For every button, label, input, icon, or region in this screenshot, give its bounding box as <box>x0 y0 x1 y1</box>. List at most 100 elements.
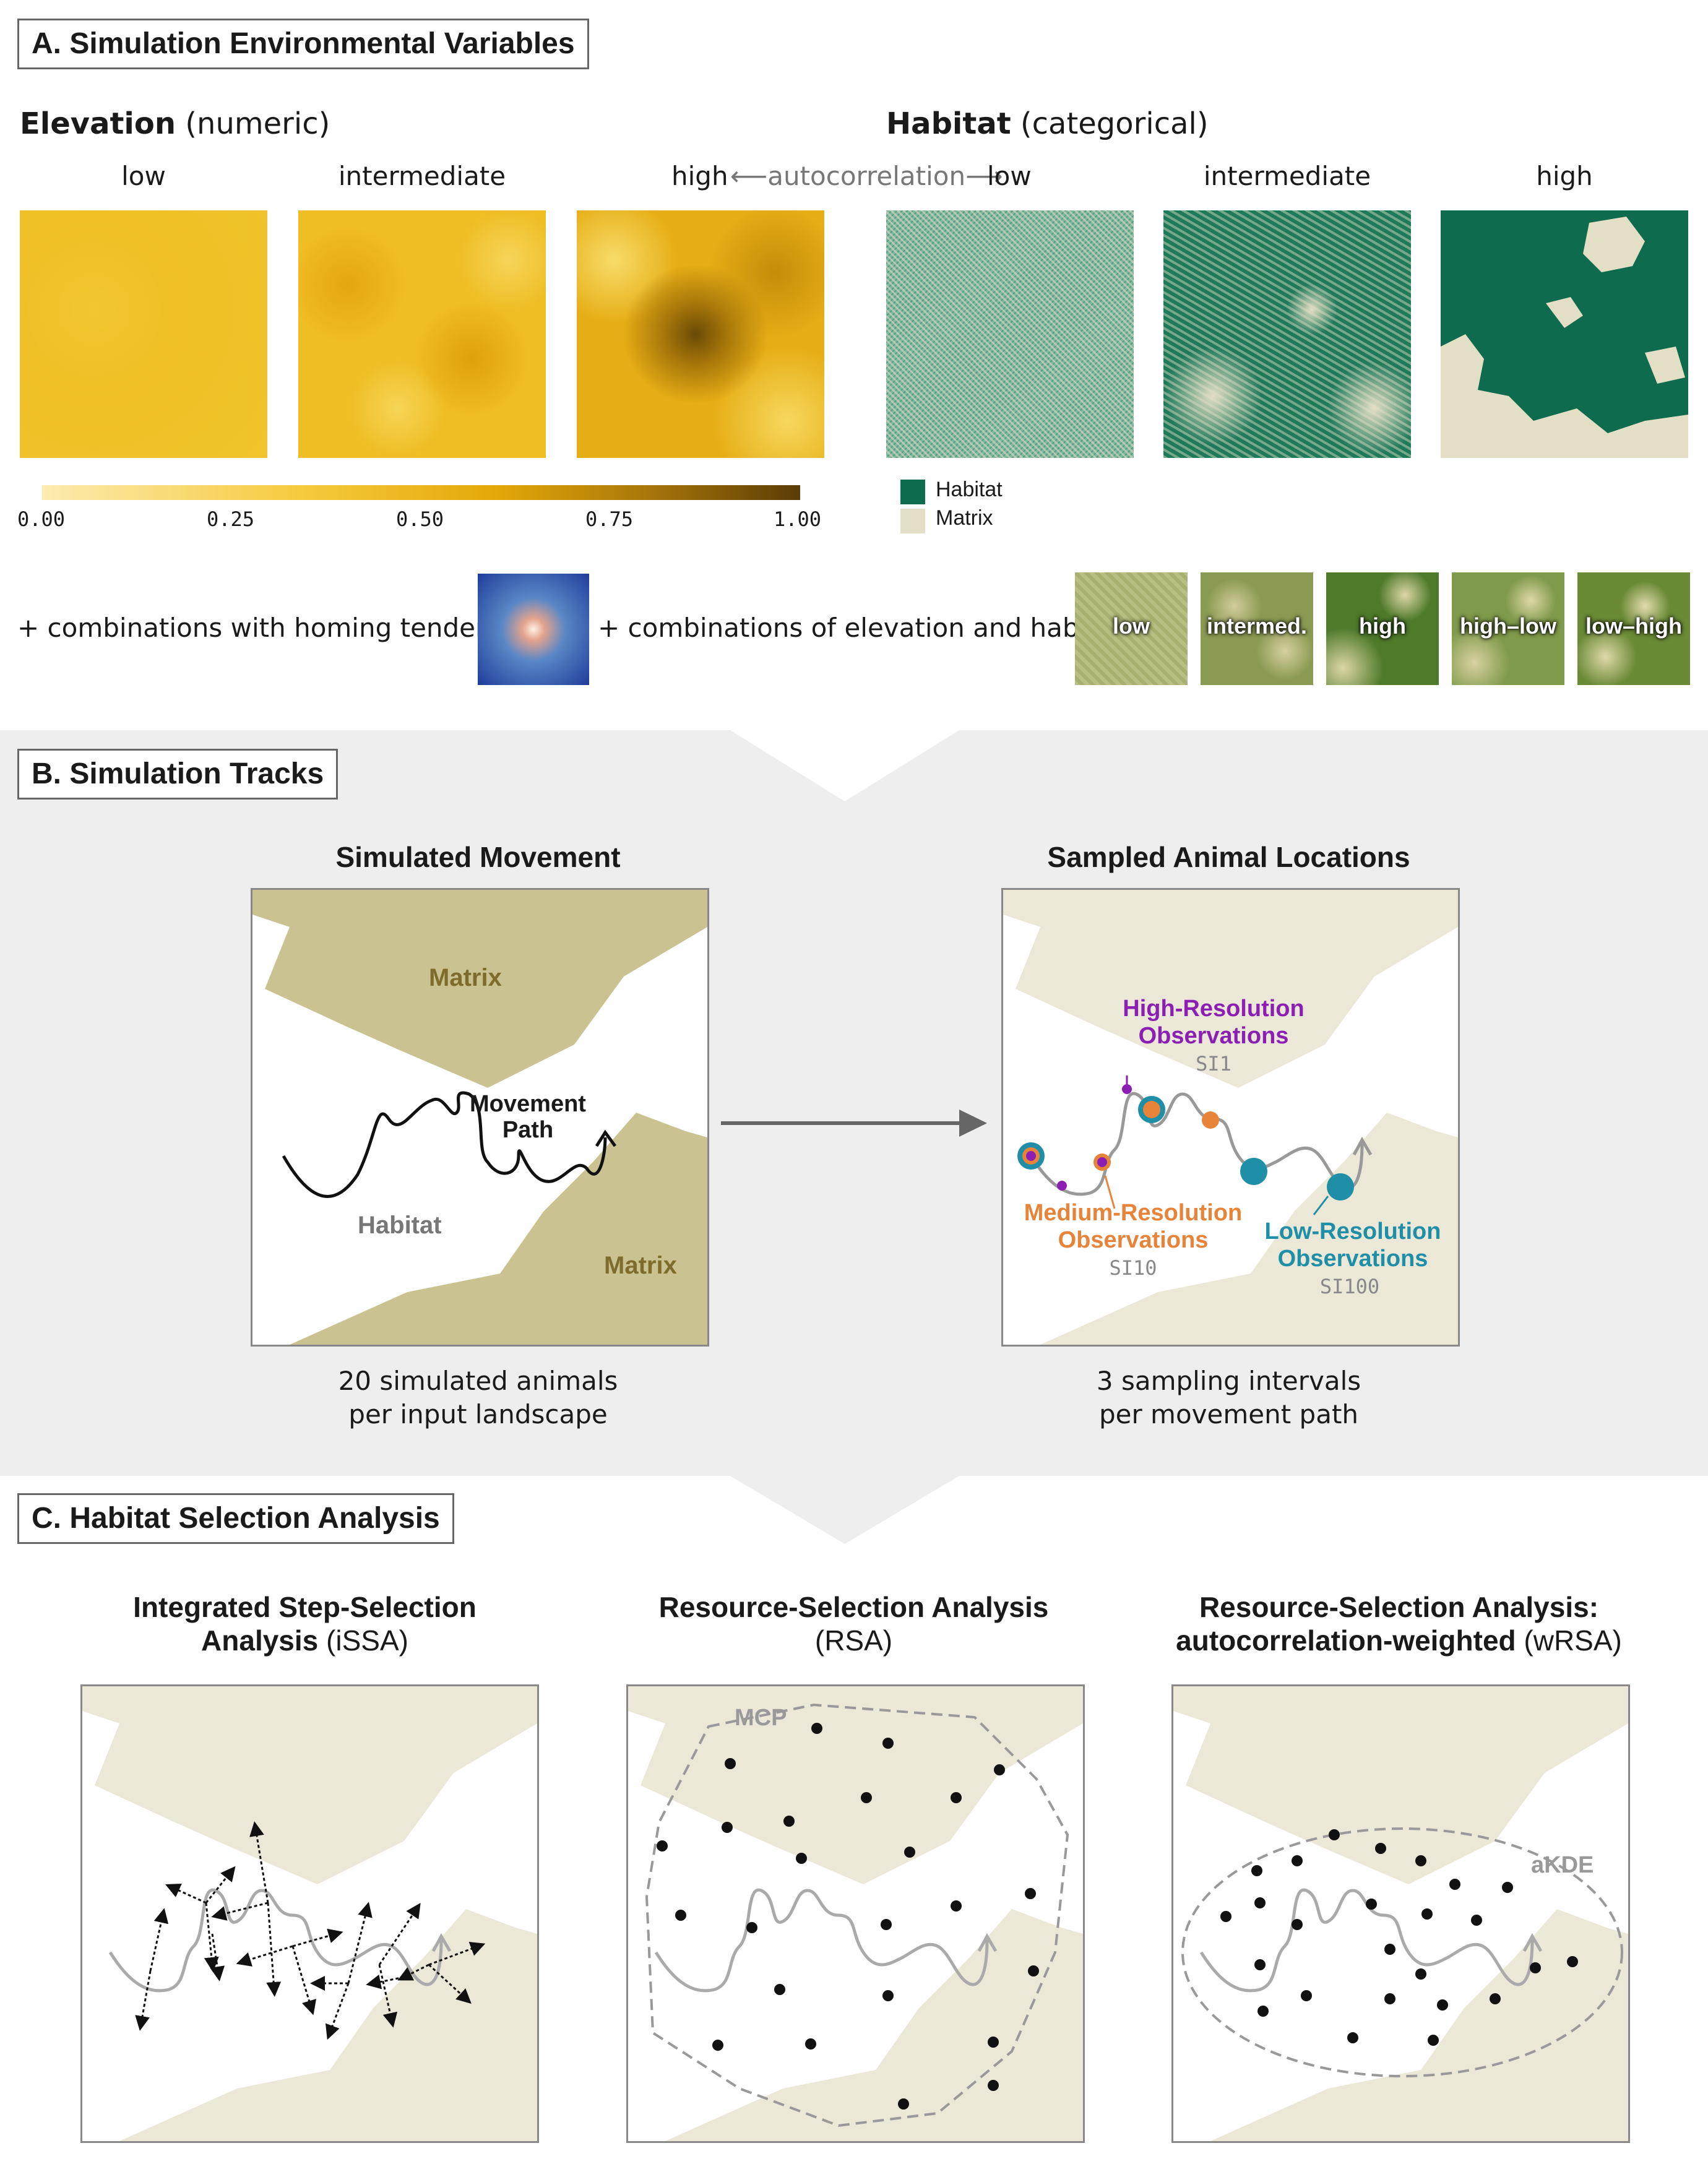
elevation-type: (numeric) <box>185 106 330 141</box>
legend-swatch-habitat <box>900 480 925 504</box>
combo-label-high-low: high–low <box>1460 613 1556 639</box>
matrix-label-top: Matrix <box>429 964 502 991</box>
colorbar-tick-1: 0.25 <box>207 507 255 531</box>
habitat-label-low: low <box>987 161 1032 191</box>
section-b-pointer <box>730 1476 959 1544</box>
colorbar-tick-4: 1.00 <box>774 507 822 531</box>
sampled-locations-map <box>1003 890 1458 1345</box>
simulated-movement-title: Simulated Movement <box>335 841 621 873</box>
combo-tile-low-high: low–high <box>1577 572 1690 685</box>
matrix-label-bottom: Matrix <box>604 1252 677 1279</box>
colorbar-tick-0: 0.00 <box>17 507 66 531</box>
section-a-title: A. Simulation Environmental Variables <box>17 19 589 69</box>
rsa-map <box>628 1686 1083 2141</box>
habitat-label-intermediate: intermediate <box>1203 161 1371 191</box>
elevation-colorbar <box>42 485 800 500</box>
simulated-movement-map <box>252 890 707 1345</box>
left-caption-line2: per input landscape <box>348 1399 608 1429</box>
legend-swatch-matrix <box>900 509 925 533</box>
issa-title-bold: Analysis <box>201 1624 319 1657</box>
low-res-line2: Observations <box>1277 1246 1428 1272</box>
arrow-left-icon: ⟵ <box>730 161 768 191</box>
colorbar-tick-3: 0.75 <box>585 507 634 531</box>
section-c-title: C. Habitat Selection Analysis <box>17 1493 454 1544</box>
elevation-heading: Elevation (numeric) <box>20 106 330 141</box>
homing-label: + combinations with homing tendency: <box>17 613 528 643</box>
habitat-label-high: high <box>1536 161 1593 191</box>
elev-label-low: low <box>121 161 166 191</box>
elev-label-intermediate: intermediate <box>338 161 506 191</box>
arrow-right-icon: ⟶ <box>965 161 1003 191</box>
process-arrow-icon <box>721 1110 987 1137</box>
rsa-panel: MCP <box>626 1684 1085 2143</box>
combo-label-low: low <box>1113 613 1150 639</box>
wrsa-title-abbr: (wRSA) <box>1524 1624 1622 1657</box>
right-caption-line1: 3 sampling intervals <box>1096 1366 1361 1396</box>
si10-label: SI10 <box>1109 1256 1157 1280</box>
high-res-line1: High-Resolution <box>1123 996 1305 1022</box>
movement-path-label-line2: Path <box>502 1117 554 1143</box>
wrsa-title-line1: Resource-Selection Analysis: <box>1199 1591 1599 1623</box>
high-res-label: High-Resolution Observations <box>1096 995 1331 1050</box>
wrsa-panel: aKDE <box>1171 1684 1630 2143</box>
si100-label: SI100 <box>1319 1275 1380 1298</box>
elevation-tile-low <box>20 210 267 458</box>
issa-title: Integrated Step-Selection Analysis (iSSA… <box>80 1590 529 1657</box>
combo-tile-low: low <box>1075 572 1188 685</box>
issa-panel <box>80 1684 539 2143</box>
habitat-heading-bold: Habitat <box>886 106 1011 141</box>
wrsa-map <box>1173 1686 1628 2141</box>
rsa-title-abbr: (RSA) <box>814 1624 893 1657</box>
habitat-tile-low <box>886 210 1134 458</box>
high-res-line2: Observations <box>1138 1023 1289 1049</box>
issa-map <box>82 1686 537 2141</box>
autocorrelation-arrow: ⟵autocorrelation⟶ <box>730 161 1003 192</box>
combo-label-intermed: intermed. <box>1206 613 1308 639</box>
right-caption-line2: per movement path <box>1098 1399 1359 1429</box>
elevation-tile-intermediate <box>298 210 546 458</box>
simulated-movement-caption: 20 simulated animals per input landscape <box>251 1364 705 1431</box>
left-caption-line1: 20 simulated animals <box>338 1366 618 1396</box>
combo-label-low-high: low–high <box>1585 613 1682 639</box>
medium-res-line2: Observations <box>1058 1227 1209 1253</box>
autocorrelation-label: autocorrelation <box>767 161 966 191</box>
movement-path-label: Movement Path <box>457 1091 599 1143</box>
movement-path-label-line1: Movement <box>470 1091 586 1117</box>
habitat-label: Habitat <box>358 1212 442 1239</box>
habitat-type: (categorical) <box>1020 106 1209 141</box>
low-res-line1: Low-Resolution <box>1264 1218 1441 1244</box>
combo-tile-high-low: high–low <box>1452 572 1564 685</box>
combo-tile-high: high <box>1326 572 1439 685</box>
elev-label-high: high <box>671 161 728 191</box>
medium-res-line1: Medium-Resolution <box>1024 1200 1243 1226</box>
sampled-locations-caption: 3 sampling intervals per movement path <box>1001 1364 1456 1431</box>
medium-res-label: Medium-Resolution Observations <box>1009 1199 1257 1254</box>
section-b-title: B. Simulation Tracks <box>17 749 339 800</box>
issa-title-line1: Integrated Step-Selection <box>133 1591 477 1623</box>
legend-label-habitat: Habitat <box>936 478 1003 501</box>
low-res-label: Low-Resolution Observations <box>1251 1218 1455 1272</box>
simulated-movement-panel: Matrix Matrix Habitat Movement Path <box>251 888 709 1347</box>
sampled-locations-panel: High-Resolution Observations SI1 Medium-… <box>1001 888 1460 1347</box>
habitat-high-patches <box>1441 217 1688 458</box>
homing-tendency-icon <box>478 574 589 685</box>
combo-tile-intermed: intermed. <box>1201 572 1313 685</box>
legend-label-matrix: Matrix <box>936 506 993 530</box>
wrsa-title-bold: autocorrelation-weighted <box>1176 1624 1516 1657</box>
rsa-title-line1: Resource-Selection Analysis <box>658 1591 1049 1623</box>
akde-label: aKDE <box>1531 1852 1594 1878</box>
combo-label-high: high <box>1359 613 1406 639</box>
colorbar-tick-2: 0.50 <box>396 507 444 531</box>
habitat-heading: Habitat (categorical) <box>886 106 1209 141</box>
elevation-tile-high <box>577 210 824 458</box>
wrsa-title: Resource-Selection Analysis: autocorrela… <box>1171 1590 1626 1657</box>
habitat-tile-high <box>1441 210 1688 458</box>
sampled-locations-title: Sampled Animal Locations <box>1047 841 1410 873</box>
combo-label: + combinations of elevation and habitat: <box>598 613 1132 643</box>
issa-title-abbr: (iSSA) <box>326 1624 408 1657</box>
rsa-title: Resource-Selection Analysis (RSA) <box>626 1590 1081 1657</box>
habitat-tile-intermediate <box>1163 210 1411 458</box>
si1-label: SI1 <box>1196 1052 1231 1076</box>
mcp-label: MCP <box>735 1705 787 1731</box>
elevation-heading-bold: Elevation <box>20 106 176 141</box>
